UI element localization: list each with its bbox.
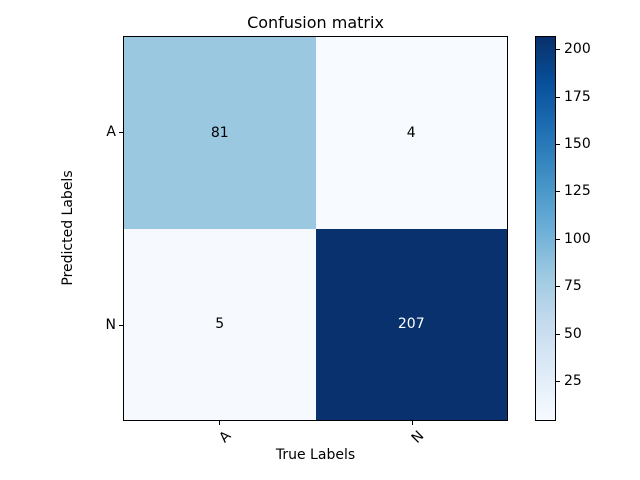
y-axis-label: Predicted Labels — [60, 170, 76, 286]
colorbar-tick-label: 100 — [564, 231, 591, 247]
colorbar-tick-mark — [556, 49, 560, 50]
xtick-mark-n — [412, 421, 413, 425]
colorbar-tick-mark — [556, 334, 560, 335]
colorbar-tick-label: 125 — [564, 183, 591, 199]
cell-value: 207 — [397, 316, 425, 333]
heatmap-cell-1-0: 5 — [124, 228, 316, 420]
colorbar-tick-mark — [556, 239, 560, 240]
cell-value: 81 — [210, 124, 229, 141]
colorbar-tick-mark — [556, 191, 560, 192]
xtick-mark-a — [219, 421, 220, 425]
cell-value: 5 — [215, 316, 225, 333]
ytick-mark-n — [119, 325, 123, 326]
heatmap-axes: 81 4 5 207 — [123, 36, 508, 421]
chart-title: Confusion matrix — [247, 13, 384, 32]
colorbar-tick-mark — [556, 144, 560, 145]
colorbar-tick-mark — [556, 97, 560, 98]
colorbar-tick-label: 200 — [564, 41, 591, 57]
heatmap-cell-1-1: 207 — [315, 228, 507, 420]
colorbar-gradient — [535, 36, 556, 421]
colorbar-tick-label: 150 — [564, 136, 591, 152]
colorbar-tick-label: 25 — [564, 373, 582, 389]
colorbar-tick-label: 75 — [564, 278, 582, 294]
colorbar-tick-mark — [556, 286, 560, 287]
heatmap-cell-0-0: 81 — [124, 37, 316, 229]
ytick-label-a: A — [106, 124, 116, 140]
colorbar-tick-mark — [556, 381, 560, 382]
cell-value: 4 — [406, 124, 416, 141]
ytick-label-n: N — [105, 317, 116, 333]
xtick-label-a: A — [216, 428, 235, 447]
x-axis-label: True Labels — [275, 447, 356, 463]
colorbar-tick-label: 175 — [564, 89, 591, 105]
ytick-mark-a — [119, 132, 123, 133]
colorbar-tick-label: 50 — [564, 326, 582, 342]
heatmap-cell-0-1: 4 — [315, 37, 507, 229]
xtick-label-n: N — [408, 428, 428, 447]
